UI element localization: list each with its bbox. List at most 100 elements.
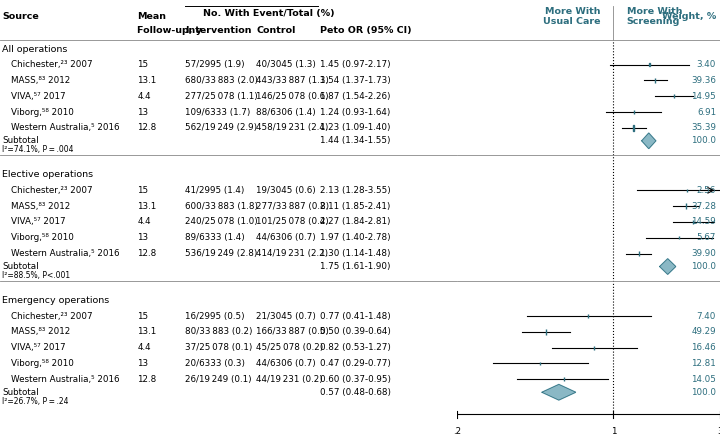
Text: 13: 13 — [137, 233, 148, 242]
Text: Mean: Mean — [137, 12, 166, 21]
Text: 1: 1 — [611, 427, 616, 434]
Text: 3.40: 3.40 — [697, 60, 716, 69]
Text: 14.59: 14.59 — [691, 217, 716, 227]
Text: 0.50 (0.39-0.64): 0.50 (0.39-0.64) — [320, 327, 391, 336]
Text: Subtotal: Subtotal — [2, 136, 39, 145]
Text: 80/33 883 (0.2): 80/33 883 (0.2) — [185, 327, 253, 336]
Text: 536/19 249 (2.8): 536/19 249 (2.8) — [185, 249, 258, 258]
Text: 1.23 (1.09-1.40): 1.23 (1.09-1.40) — [320, 123, 390, 132]
Text: 19/3045 (0.6): 19/3045 (0.6) — [256, 186, 316, 195]
Text: More With
Usual Care: More With Usual Care — [543, 7, 600, 26]
Text: 20/6333 (0.3): 20/6333 (0.3) — [185, 359, 246, 368]
Text: 16/2995 (0.5): 16/2995 (0.5) — [185, 312, 245, 321]
Text: 16.46: 16.46 — [691, 343, 716, 352]
Text: VIVA,⁵⁷ 2017: VIVA,⁵⁷ 2017 — [11, 217, 65, 227]
Text: Control: Control — [256, 26, 295, 35]
Text: 100.0: 100.0 — [691, 136, 716, 145]
Text: 26/19 249 (0.1): 26/19 249 (0.1) — [185, 375, 252, 384]
Text: 101/25 078 (0.4): 101/25 078 (0.4) — [256, 217, 329, 227]
Text: 0.57 (0.48-0.68): 0.57 (0.48-0.68) — [320, 388, 391, 397]
Text: 15: 15 — [137, 60, 148, 69]
Text: Western Australia,⁵ 2016: Western Australia,⁵ 2016 — [11, 123, 119, 132]
Text: 1.87 (1.54-2.26): 1.87 (1.54-2.26) — [320, 92, 390, 101]
Text: 1.44 (1.34-1.55): 1.44 (1.34-1.55) — [320, 136, 390, 145]
Text: 13.1: 13.1 — [137, 327, 156, 336]
Text: 240/25 078 (1.0): 240/25 078 (1.0) — [185, 217, 258, 227]
Text: 146/25 078 (0.6): 146/25 078 (0.6) — [256, 92, 328, 101]
Text: Intervention: Intervention — [185, 26, 252, 35]
Text: .2: .2 — [453, 427, 462, 434]
Text: 600/33 883 (1.8): 600/33 883 (1.8) — [185, 202, 258, 210]
Text: All operations: All operations — [2, 45, 68, 54]
Text: 100.0: 100.0 — [691, 388, 716, 397]
Text: 0.82 (0.53-1.27): 0.82 (0.53-1.27) — [320, 343, 391, 352]
Text: Viborg,⁵⁸ 2010: Viborg,⁵⁸ 2010 — [11, 233, 73, 242]
Text: 458/19 231 (2.4): 458/19 231 (2.4) — [256, 123, 328, 132]
Text: 37.28: 37.28 — [691, 202, 716, 210]
Text: I²=26.7%, P = .24: I²=26.7%, P = .24 — [2, 397, 69, 406]
Text: 15: 15 — [137, 312, 148, 321]
Text: 2.11 (1.85-2.41): 2.11 (1.85-2.41) — [320, 202, 390, 210]
Text: 44/6306 (0.7): 44/6306 (0.7) — [256, 233, 316, 242]
Text: MASS,⁸³ 2012: MASS,⁸³ 2012 — [11, 327, 70, 336]
Text: 100.0: 100.0 — [691, 262, 716, 271]
Text: 1.24 (0.93-1.64): 1.24 (0.93-1.64) — [320, 108, 390, 117]
Text: Peto OR (95% CI): Peto OR (95% CI) — [320, 26, 412, 35]
Text: MASS,⁸³ 2012: MASS,⁸³ 2012 — [11, 202, 70, 210]
Text: 3: 3 — [717, 427, 720, 434]
Text: 4.4: 4.4 — [137, 217, 150, 227]
Text: 13: 13 — [137, 359, 148, 368]
Text: Source: Source — [2, 12, 39, 21]
Text: 37/25 078 (0.1): 37/25 078 (0.1) — [185, 343, 253, 352]
Text: 443/33 887 (1.3): 443/33 887 (1.3) — [256, 76, 329, 85]
Text: Chichester,²³ 2007: Chichester,²³ 2007 — [11, 312, 92, 321]
Text: VIVA,⁵⁷ 2017: VIVA,⁵⁷ 2017 — [11, 343, 65, 352]
Text: 562/19 249 (2.9): 562/19 249 (2.9) — [185, 123, 257, 132]
Text: Western Australia,⁵ 2016: Western Australia,⁵ 2016 — [11, 249, 119, 258]
Text: 7.40: 7.40 — [697, 312, 716, 321]
Text: 277/25 078 (1.1): 277/25 078 (1.1) — [185, 92, 258, 101]
Text: VIVA,⁵⁷ 2017: VIVA,⁵⁷ 2017 — [11, 92, 65, 101]
Text: 277/33 887 (0.8): 277/33 887 (0.8) — [256, 202, 329, 210]
Text: 35.39: 35.39 — [691, 123, 716, 132]
Text: 1.30 (1.14-1.48): 1.30 (1.14-1.48) — [320, 249, 390, 258]
Text: 109/6333 (1.7): 109/6333 (1.7) — [185, 108, 251, 117]
Text: MASS,⁸³ 2012: MASS,⁸³ 2012 — [11, 76, 70, 85]
Text: 15: 15 — [137, 186, 148, 195]
Text: 2.27 (1.84-2.81): 2.27 (1.84-2.81) — [320, 217, 390, 227]
Text: 39.36: 39.36 — [691, 76, 716, 85]
Text: 1.54 (1.37-1.73): 1.54 (1.37-1.73) — [320, 76, 391, 85]
Text: 14.95: 14.95 — [691, 92, 716, 101]
Text: 12.8: 12.8 — [137, 249, 156, 258]
Text: 88/6306 (1.4): 88/6306 (1.4) — [256, 108, 316, 117]
Text: 39.90: 39.90 — [691, 249, 716, 258]
Text: 680/33 883 (2.0): 680/33 883 (2.0) — [185, 76, 258, 85]
Polygon shape — [542, 385, 576, 400]
Text: 6.91: 6.91 — [697, 108, 716, 117]
Text: 49.29: 49.29 — [691, 327, 716, 336]
Text: Viborg,⁵⁸ 2010: Viborg,⁵⁸ 2010 — [11, 108, 73, 117]
Text: 40/3045 (1.3): 40/3045 (1.3) — [256, 60, 316, 69]
Text: 0.60 (0.37-0.95): 0.60 (0.37-0.95) — [320, 375, 391, 384]
Text: Chichester,²³ 2007: Chichester,²³ 2007 — [11, 186, 92, 195]
Text: 12.8: 12.8 — [137, 375, 156, 384]
Text: 1.45 (0.97-2.17): 1.45 (0.97-2.17) — [320, 60, 391, 69]
Text: More With
Screening: More With Screening — [626, 7, 682, 26]
Text: Emergency operations: Emergency operations — [2, 296, 109, 305]
Text: Viborg,⁵⁸ 2010: Viborg,⁵⁸ 2010 — [11, 359, 73, 368]
Text: 13.1: 13.1 — [137, 202, 156, 210]
Text: Western Australia,⁵ 2016: Western Australia,⁵ 2016 — [11, 375, 119, 384]
Text: 0.77 (0.41-1.48): 0.77 (0.41-1.48) — [320, 312, 391, 321]
Text: 4.4: 4.4 — [137, 92, 150, 101]
Text: 41/2995 (1.4): 41/2995 (1.4) — [185, 186, 245, 195]
Text: 12.8: 12.8 — [137, 123, 156, 132]
Text: 2.56: 2.56 — [697, 186, 716, 195]
Text: I²=74.1%, P = .004: I²=74.1%, P = .004 — [2, 145, 73, 155]
Polygon shape — [660, 259, 676, 274]
Text: 45/25 078 (0.2): 45/25 078 (0.2) — [256, 343, 323, 352]
Text: 1.97 (1.40-2.78): 1.97 (1.40-2.78) — [320, 233, 391, 242]
Text: 414/19 231 (2.2): 414/19 231 (2.2) — [256, 249, 328, 258]
Text: 21/3045 (0.7): 21/3045 (0.7) — [256, 312, 316, 321]
Text: 13.1: 13.1 — [137, 76, 156, 85]
Text: 57/2995 (1.9): 57/2995 (1.9) — [185, 60, 245, 69]
